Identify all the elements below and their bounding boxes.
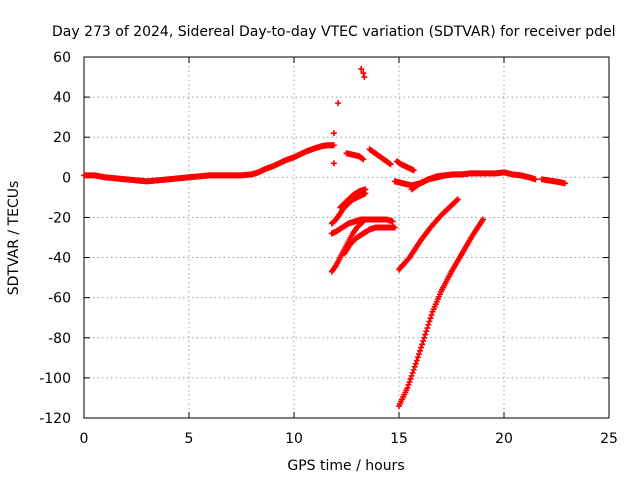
data-point xyxy=(391,224,398,231)
data-point xyxy=(410,167,417,174)
data-point xyxy=(419,341,426,348)
data-point xyxy=(360,218,367,225)
data-point xyxy=(418,344,425,351)
x-tick-label: 10 xyxy=(285,431,303,447)
series-arc-f xyxy=(408,172,449,193)
data-point xyxy=(532,176,539,183)
data-point xyxy=(427,315,434,322)
series-main xyxy=(81,142,337,185)
series-arc-k xyxy=(328,218,367,275)
data-point xyxy=(408,372,415,379)
data-point xyxy=(360,156,367,163)
data-point xyxy=(561,180,568,187)
data-layer xyxy=(81,66,568,409)
x-tick-label: 0 xyxy=(80,431,89,447)
tick-layer: 0 5 10 15 20 25 -120 -100 -80 -60 -40 -20 0 20 40 60 xyxy=(39,50,618,447)
data-point xyxy=(358,66,365,73)
data-point xyxy=(330,142,337,149)
y-tick-label: 20 xyxy=(53,130,71,146)
data-point xyxy=(360,70,367,77)
series-arc-j xyxy=(341,224,398,257)
data-point xyxy=(425,321,432,328)
data-point xyxy=(407,375,414,382)
series-outliers xyxy=(330,66,368,167)
data-point xyxy=(453,197,460,204)
y-tick-label: -100 xyxy=(39,371,71,387)
x-axis-label: GPS time / hours xyxy=(287,458,404,474)
data-point xyxy=(415,351,422,358)
y-tick-label: -60 xyxy=(48,291,71,307)
y-axis-label: SDTVAR / TECUs xyxy=(6,181,22,296)
data-point xyxy=(422,331,429,338)
plot-frame xyxy=(83,56,610,419)
data-point xyxy=(420,338,427,345)
x-tick-label: 15 xyxy=(390,431,408,447)
data-point xyxy=(330,130,337,137)
data-point xyxy=(361,74,368,81)
data-point xyxy=(417,347,423,354)
data-point xyxy=(409,369,416,376)
data-point xyxy=(405,381,412,388)
data-point xyxy=(389,218,396,225)
series-arc-l xyxy=(396,196,461,273)
y-tick-label: 40 xyxy=(53,90,71,106)
x-tick-label: 5 xyxy=(185,431,194,447)
y-tick-label: -120 xyxy=(39,411,71,427)
data-point xyxy=(428,311,435,318)
data-point xyxy=(335,100,342,107)
data-point xyxy=(411,363,418,370)
data-point xyxy=(454,196,461,203)
data-point xyxy=(421,334,428,341)
data-point xyxy=(414,354,421,361)
data-point xyxy=(362,186,369,193)
data-point xyxy=(423,328,430,335)
data-point xyxy=(359,219,366,226)
x-tick-label: 20 xyxy=(495,431,513,447)
data-point xyxy=(404,384,411,391)
series-arc-c xyxy=(393,158,417,174)
series-arc-m xyxy=(396,216,486,409)
data-point xyxy=(387,161,394,168)
series-arc-a xyxy=(343,150,367,163)
y-tick-label: -40 xyxy=(48,251,71,267)
chart-title: Day 273 of 2024, Sidereal Day-to-day VTE… xyxy=(52,24,616,40)
data-point xyxy=(480,216,486,223)
data-point xyxy=(424,325,431,332)
data-point xyxy=(412,360,419,367)
x-tick-label: 25 xyxy=(600,431,618,447)
data-point xyxy=(406,378,413,385)
series-arc-e xyxy=(538,176,568,187)
y-tick-label: 60 xyxy=(53,50,71,66)
grid-layer xyxy=(84,57,609,418)
series-arc-b xyxy=(366,146,394,168)
y-tick-label: 0 xyxy=(62,170,71,186)
data-point xyxy=(413,357,420,364)
data-point xyxy=(330,160,337,167)
y-tick-label: -80 xyxy=(48,331,71,347)
y-tick-label: -20 xyxy=(48,210,71,226)
series-arc-h xyxy=(337,186,369,211)
data-point xyxy=(442,172,449,179)
data-point xyxy=(426,318,433,325)
data-point xyxy=(410,366,417,373)
